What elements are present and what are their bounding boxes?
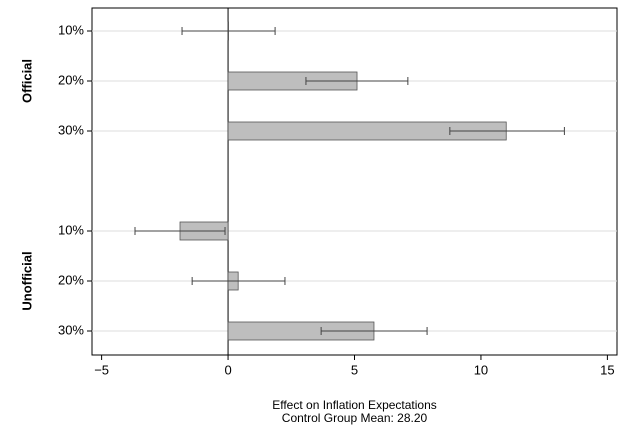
y-tick-label: 10% <box>58 22 84 37</box>
x-axis-label: Control Group Mean: 28.20 <box>282 411 428 425</box>
y-tick-label: 20% <box>58 272 84 287</box>
group-label: Official <box>19 59 34 103</box>
y-tick-label: 10% <box>58 222 84 237</box>
x-tick-label: 15 <box>600 362 614 377</box>
y-tick-label: 20% <box>58 72 84 87</box>
x-tick-label: 0 <box>224 362 231 377</box>
y-tick-label: 30% <box>58 122 84 137</box>
x-axis-label: Effect on Inflation Expectations <box>272 398 437 412</box>
plot-area <box>91 7 618 356</box>
x-tick-label: 5 <box>351 362 358 377</box>
y-tick-label: 30% <box>58 322 84 337</box>
x-tick-label: −5 <box>94 362 109 377</box>
x-tick-label: 10 <box>474 362 488 377</box>
group-label: Unofficial <box>19 251 34 310</box>
